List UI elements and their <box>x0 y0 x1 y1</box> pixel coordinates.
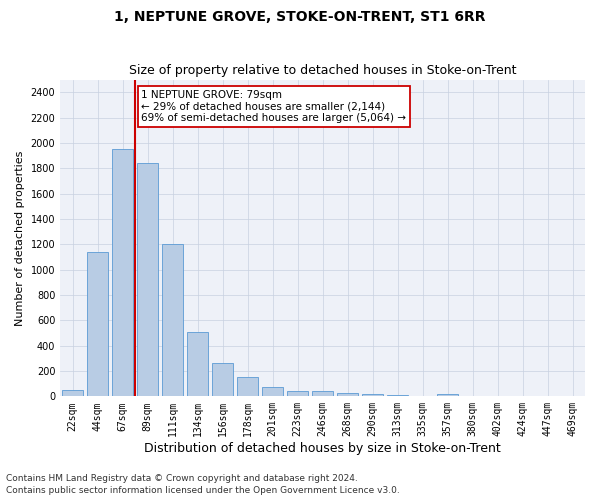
Bar <box>62 390 83 396</box>
Bar <box>362 394 383 396</box>
Bar <box>187 332 208 396</box>
Bar <box>262 387 283 396</box>
Bar <box>287 392 308 396</box>
Bar <box>387 395 408 396</box>
Bar <box>312 390 333 396</box>
Text: Contains HM Land Registry data © Crown copyright and database right 2024.
Contai: Contains HM Land Registry data © Crown c… <box>6 474 400 495</box>
Bar <box>437 394 458 396</box>
Text: 1 NEPTUNE GROVE: 79sqm
← 29% of detached houses are smaller (2,144)
69% of semi-: 1 NEPTUNE GROVE: 79sqm ← 29% of detached… <box>142 90 406 123</box>
Text: 1, NEPTUNE GROVE, STOKE-ON-TRENT, ST1 6RR: 1, NEPTUNE GROVE, STOKE-ON-TRENT, ST1 6R… <box>114 10 486 24</box>
Bar <box>112 149 133 396</box>
Bar <box>137 163 158 396</box>
Bar <box>337 392 358 396</box>
Bar <box>162 244 183 396</box>
Bar <box>212 364 233 396</box>
Title: Size of property relative to detached houses in Stoke-on-Trent: Size of property relative to detached ho… <box>129 64 517 77</box>
Bar <box>87 252 108 396</box>
X-axis label: Distribution of detached houses by size in Stoke-on-Trent: Distribution of detached houses by size … <box>144 442 501 455</box>
Bar <box>237 376 258 396</box>
Y-axis label: Number of detached properties: Number of detached properties <box>15 150 25 326</box>
